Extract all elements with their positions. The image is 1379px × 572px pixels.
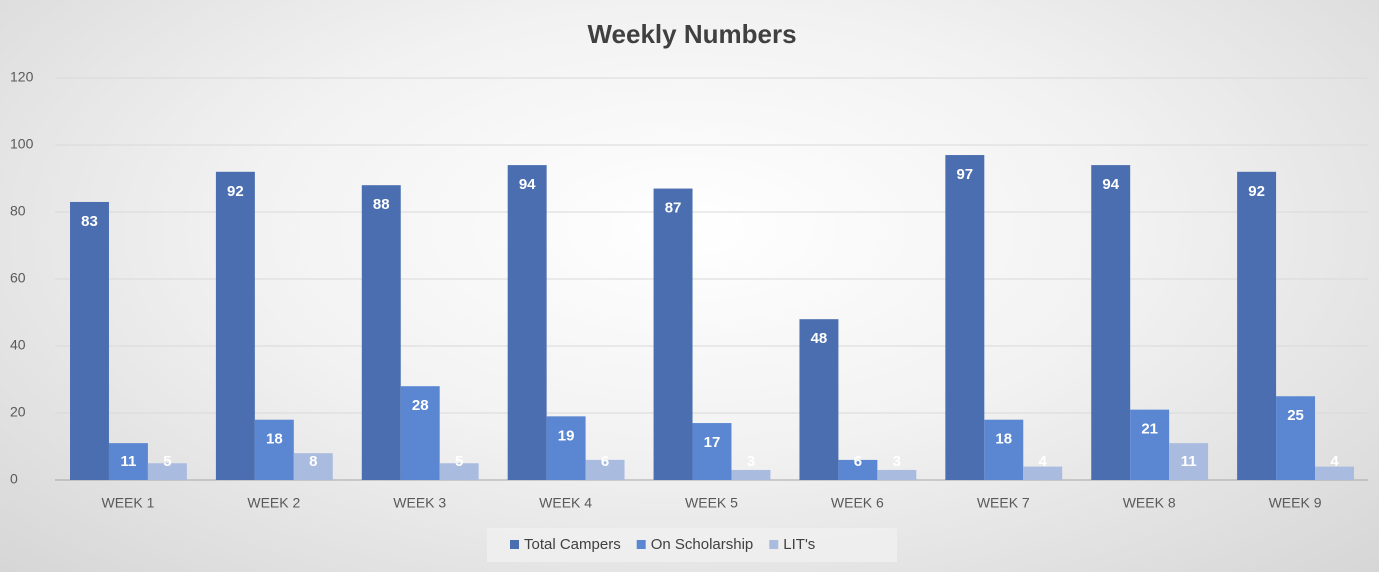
data-label: 87 <box>665 200 682 217</box>
data-label: 17 <box>704 434 721 451</box>
x-tick-label: WEEK 4 <box>539 495 592 511</box>
data-label: 97 <box>956 166 973 183</box>
bar <box>1130 409 1170 480</box>
bar <box>984 419 1024 480</box>
data-label: 94 <box>1102 176 1119 193</box>
legend-label: Total Campers <box>524 536 621 553</box>
bar <box>1237 171 1277 481</box>
bar <box>692 423 732 480</box>
bar <box>1091 165 1131 480</box>
data-label: 94 <box>519 176 536 193</box>
data-label: 3 <box>747 453 755 470</box>
y-tick-label: 80 <box>10 203 26 219</box>
y-tick-label: 0 <box>10 471 18 487</box>
legend-marker <box>636 540 646 549</box>
y-tick-label: 60 <box>10 270 26 286</box>
data-label: 88 <box>373 196 390 213</box>
y-tick-label: 20 <box>10 404 26 420</box>
bar <box>1315 466 1354 480</box>
data-label: 4 <box>1330 453 1339 470</box>
x-tick-label: WEEK 6 <box>831 495 884 511</box>
data-label: 28 <box>412 397 429 414</box>
bar <box>439 463 479 480</box>
bar <box>1276 396 1316 480</box>
bar <box>653 188 693 481</box>
bar <box>147 463 187 480</box>
bar <box>215 171 255 481</box>
data-label: 83 <box>81 213 98 230</box>
bar <box>507 165 547 480</box>
bar <box>585 459 625 480</box>
x-tick-label: WEEK 9 <box>1269 495 1322 511</box>
bar <box>838 459 878 480</box>
y-tick-label: 120 <box>10 69 34 85</box>
legend-box <box>487 528 897 562</box>
data-label: 4 <box>1039 453 1048 470</box>
x-tick-label: WEEK 1 <box>101 495 154 511</box>
data-label: 92 <box>1248 183 1265 200</box>
data-label: 19 <box>558 427 575 444</box>
legend-marker <box>769 540 779 549</box>
chart-title: Weekly Numbers <box>587 19 796 49</box>
x-tick-label: WEEK 3 <box>393 495 446 511</box>
legend-label: LIT's <box>783 536 815 553</box>
data-label: 5 <box>163 453 171 470</box>
y-tick-label: 100 <box>10 136 34 152</box>
bar <box>293 453 333 480</box>
bar <box>361 185 401 480</box>
data-label: 5 <box>455 453 463 470</box>
data-label: 18 <box>995 431 1012 448</box>
data-label: 6 <box>854 453 862 470</box>
legend-marker <box>510 540 519 549</box>
data-label: 92 <box>227 183 244 200</box>
y-tick-label: 40 <box>10 337 26 353</box>
x-tick-label: WEEK 7 <box>977 495 1030 511</box>
data-label: 21 <box>1141 421 1158 438</box>
bar <box>1023 466 1063 480</box>
bar <box>1169 443 1209 480</box>
x-tick-label: WEEK 8 <box>1123 495 1176 511</box>
data-label: 6 <box>601 453 609 470</box>
bar <box>799 319 839 480</box>
bar <box>731 469 771 480</box>
bar <box>877 469 917 480</box>
x-tick-label: WEEK 2 <box>247 495 300 511</box>
data-label: 11 <box>121 453 137 470</box>
data-label: 3 <box>893 453 901 470</box>
data-label: 48 <box>811 330 828 347</box>
data-label: 8 <box>309 453 317 470</box>
data-label: 25 <box>1287 407 1304 424</box>
bar <box>254 419 294 480</box>
bar <box>945 155 985 481</box>
legend-label: On Scholarship <box>651 536 754 553</box>
bar <box>546 416 586 480</box>
bar <box>400 386 440 480</box>
data-label: 18 <box>266 431 283 448</box>
bar <box>108 443 148 480</box>
x-tick-label: WEEK 5 <box>685 495 738 511</box>
data-label: 11 <box>1181 453 1197 470</box>
bar <box>70 201 109 480</box>
